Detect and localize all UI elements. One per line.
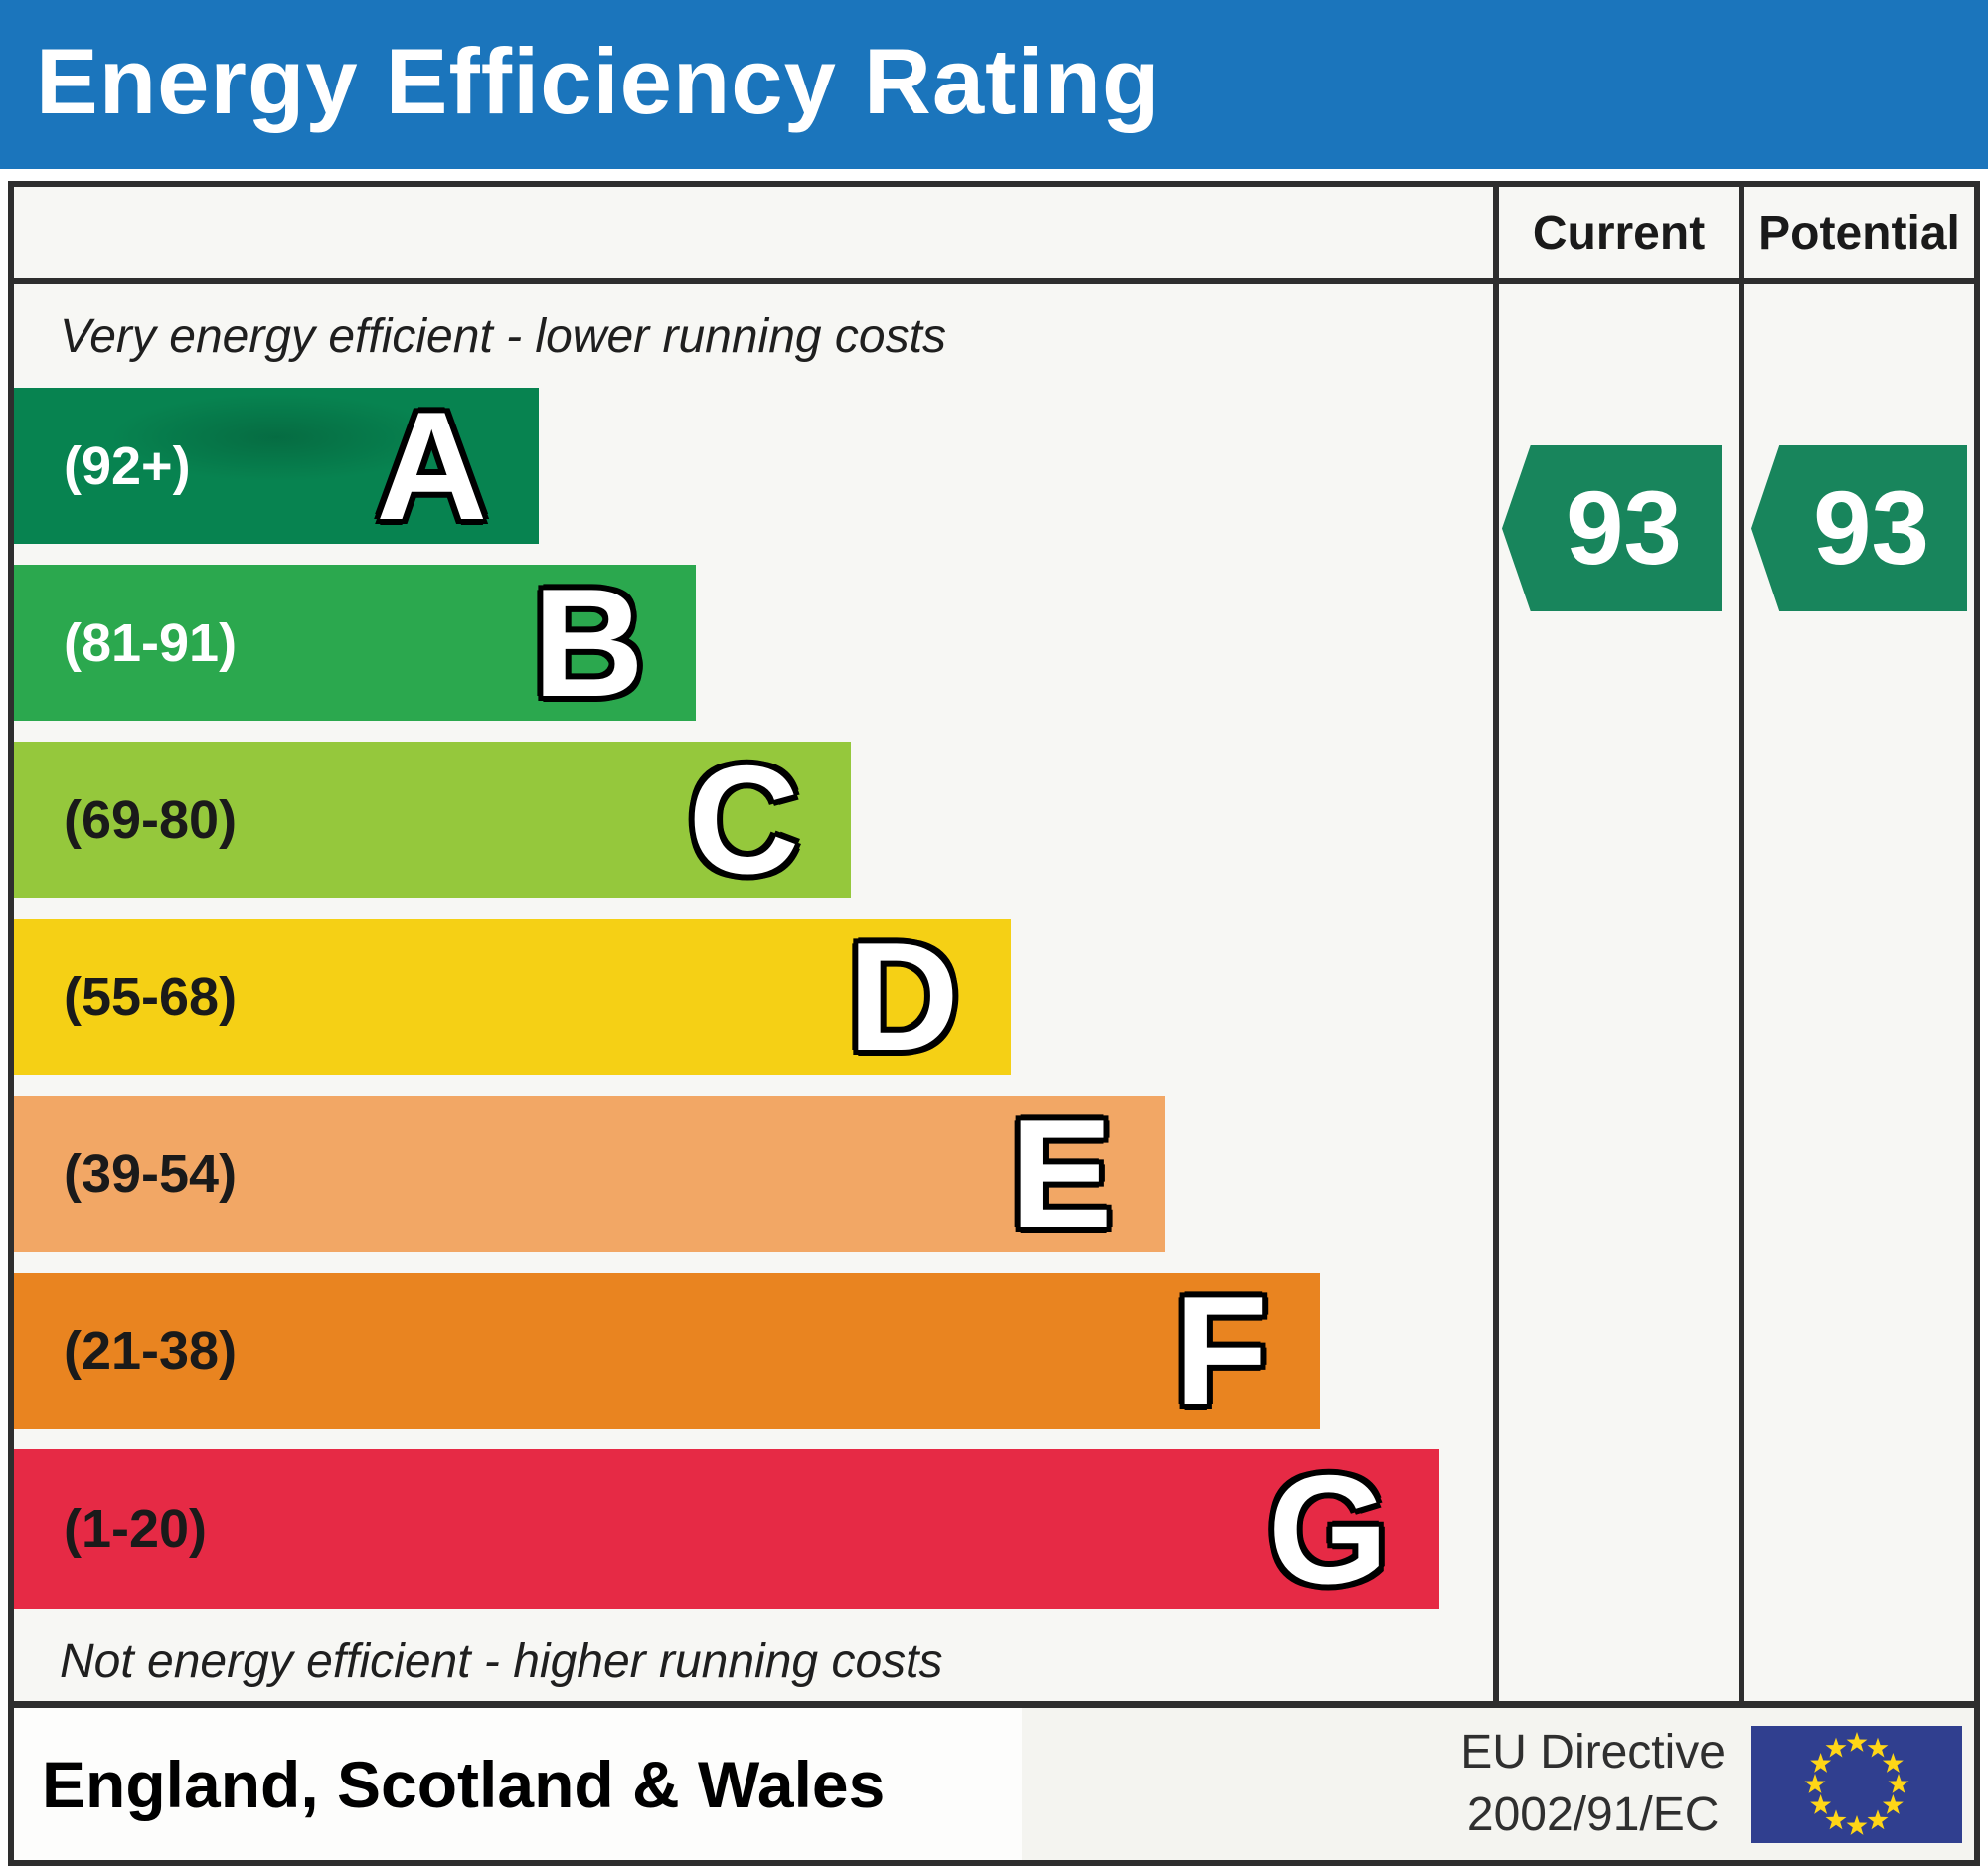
rating-table: Current Potential Very energy efficient … — [8, 181, 1980, 1701]
eu-directive-line1: EU Directive — [1460, 1726, 1726, 1780]
current-rating-value: 93 — [1566, 469, 1682, 587]
eu-directive-line2: 2002/91/EC — [1466, 1787, 1720, 1841]
column-header-potential: Potential — [1739, 187, 1974, 284]
eu-star-icon — [1867, 1737, 1889, 1758]
band-letter: B — [533, 557, 644, 729]
region-label: England, Scotland & Wales — [42, 1747, 886, 1821]
main-header-spacer — [14, 187, 1493, 284]
footer: England, Scotland & Wales EU Directive 2… — [8, 1701, 1980, 1866]
page-title: Energy Efficiency Rating — [36, 29, 1161, 133]
band-range-label: (1-20) — [64, 1499, 208, 1559]
caption-not-efficient: Not energy efficient - higher running co… — [60, 1635, 943, 1688]
band-bar-d: (55-68) D — [14, 919, 1011, 1075]
potential-column: 93 — [1739, 284, 1974, 1701]
footer-directive-section: EU Directive 2002/91/EC — [1022, 1708, 1974, 1860]
band-list: (92+) A (81-91) B (69-80) C (55-68) D (39-54) E (2… — [14, 388, 1493, 1609]
band-bar-c: (69-80) C — [14, 734, 852, 906]
potential-rating-arrow: 93 — [1751, 445, 1967, 611]
band-range-label: (69-80) — [64, 789, 238, 850]
eu-star-icon — [1810, 1752, 1832, 1773]
column-header-current: Current — [1493, 187, 1739, 284]
band-bar-e: (39-54) E — [14, 1096, 1165, 1252]
eu-star-icon — [1825, 1808, 1847, 1829]
band-range-label: (21-38) — [64, 1320, 238, 1381]
eu-star-icon — [1882, 1752, 1904, 1773]
potential-rating-value: 93 — [1813, 469, 1929, 587]
caption-very-efficient: Very energy efficient - lower running co… — [60, 309, 946, 363]
band-letter: F — [1174, 1265, 1268, 1437]
band-row-b: (81-91) B — [14, 565, 1493, 721]
eu-star-icon — [1810, 1793, 1832, 1814]
footer-region-section: England, Scotland & Wales — [14, 1708, 1022, 1860]
band-letter: D — [847, 911, 959, 1083]
eu-star-icon — [1888, 1773, 1909, 1793]
eu-flag-icon — [1751, 1725, 1962, 1843]
current-column: 93 — [1493, 284, 1739, 1701]
band-row-f: (21-38) F — [14, 1273, 1493, 1429]
eu-star-icon — [1804, 1773, 1826, 1793]
band-bar-a: (92+) A — [14, 380, 540, 552]
band-bar-b: (81-91) B — [14, 565, 696, 721]
title-banner: Energy Efficiency Rating — [0, 0, 1988, 169]
current-rating-arrow: 93 — [1502, 445, 1722, 611]
band-range-label: (55-68) — [64, 966, 238, 1027]
eu-star-icon — [1846, 1814, 1868, 1835]
eu-directive-label: EU Directive 2002/91/EC — [1460, 1722, 1726, 1846]
band-letter: A — [376, 380, 488, 552]
band-range-label: (81-91) — [64, 612, 238, 673]
band-bar-f: (21-38) F — [14, 1273, 1320, 1429]
band-letter: G — [1267, 1443, 1389, 1615]
band-row-g: (1-20) G — [14, 1449, 1493, 1609]
band-row-e: (39-54) E — [14, 1096, 1493, 1252]
eu-star-icon — [1846, 1731, 1868, 1752]
band-range-label: (92+) — [64, 435, 191, 496]
eu-star-icon — [1867, 1808, 1889, 1829]
band-bar-g: (1-20) G — [14, 1443, 1440, 1615]
band-row-a: (92+) A — [14, 388, 1493, 544]
eu-star-icon — [1882, 1793, 1904, 1814]
bands-area: Very energy efficient - lower running co… — [14, 284, 1493, 1701]
band-letter: C — [688, 734, 800, 906]
band-range-label: (39-54) — [64, 1143, 238, 1204]
band-row-c: (69-80) C — [14, 742, 1493, 898]
band-row-d: (55-68) D — [14, 919, 1493, 1075]
eu-star-icon — [1825, 1737, 1847, 1758]
band-letter: E — [1010, 1088, 1113, 1260]
